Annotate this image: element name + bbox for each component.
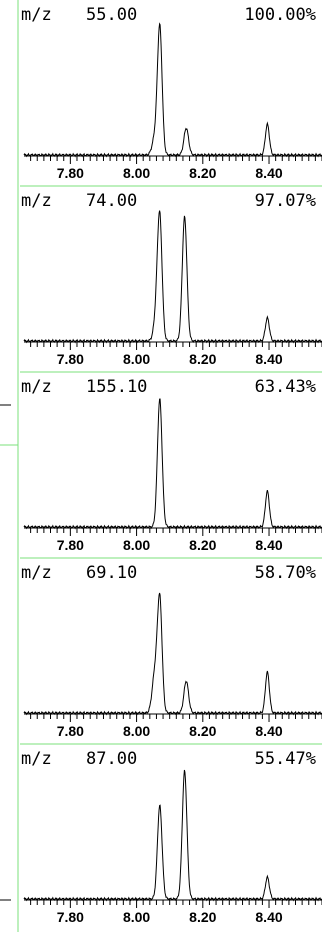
mz-label: m/z xyxy=(21,749,52,769)
ion-trace xyxy=(23,210,322,344)
mz-value: 55.00 xyxy=(86,5,137,25)
ion-trace xyxy=(23,398,322,530)
relative-abundance: 58.70% xyxy=(255,563,316,583)
relative-abundance: 97.07% xyxy=(255,191,316,211)
mz-value: 87.00 xyxy=(86,749,137,769)
x-tick-label: 8.40 xyxy=(255,165,282,181)
x-tick-label: 7.80 xyxy=(57,351,84,367)
mz-value: 74.00 xyxy=(86,191,137,211)
x-tick-label: 8.00 xyxy=(123,351,150,367)
mz-label: m/z xyxy=(21,377,52,397)
x-tick-label: 8.20 xyxy=(189,909,216,925)
x-tick-label: 8.40 xyxy=(255,909,282,925)
mz-value: 69.10 xyxy=(86,563,137,583)
chromatogram-panel: m/z 69.10 58.70% 7.80 8.00 8.20 8.40 xyxy=(20,563,322,745)
x-tick-label: 8.40 xyxy=(255,351,282,367)
ion-trace xyxy=(23,769,322,902)
mz-value: 155.10 xyxy=(86,377,147,397)
x-tick-label: 8.40 xyxy=(255,723,282,739)
mz-label: m/z xyxy=(21,563,52,583)
relative-abundance: 55.47% xyxy=(255,749,316,769)
mz-label: m/z xyxy=(21,5,52,25)
x-tick-label: 8.20 xyxy=(189,723,216,739)
relative-abundance: 100.00% xyxy=(244,5,316,25)
x-tick-label: 8.20 xyxy=(189,537,216,553)
x-tick-label: 8.00 xyxy=(123,537,150,553)
x-tick-label: 8.00 xyxy=(123,165,150,181)
chromatogram-panel: m/z 74.00 97.07% 7.80 8.00 8.20 8.40 xyxy=(20,191,322,373)
chromatogram-panel: m/z 55.00 100.00% 7.80 8.00 8.20 8.40 xyxy=(20,5,322,187)
x-tick-label: 8.20 xyxy=(189,165,216,181)
x-tick-label: 8.00 xyxy=(123,723,150,739)
x-tick-label: 8.20 xyxy=(189,351,216,367)
relative-abundance: 63.43% xyxy=(255,377,316,397)
mz-label: m/z xyxy=(21,191,52,211)
ion-trace xyxy=(23,592,322,716)
x-tick-label: 7.80 xyxy=(57,537,84,553)
x-tick-label: 7.80 xyxy=(57,165,84,181)
x-tick-label: 8.00 xyxy=(123,909,150,925)
chromatogram-panel: m/z 87.00 55.47% 7.80 8.00 8.20 8.40 xyxy=(21,749,322,925)
chromatogram-panel: m/z 155.10 63.43% 7.80 8.00 8.20 8.40 xyxy=(20,377,322,559)
x-tick-label: 7.80 xyxy=(57,723,84,739)
x-tick-label: 7.80 xyxy=(57,909,84,925)
ion-trace xyxy=(23,22,322,158)
x-tick-label: 8.40 xyxy=(255,537,282,553)
